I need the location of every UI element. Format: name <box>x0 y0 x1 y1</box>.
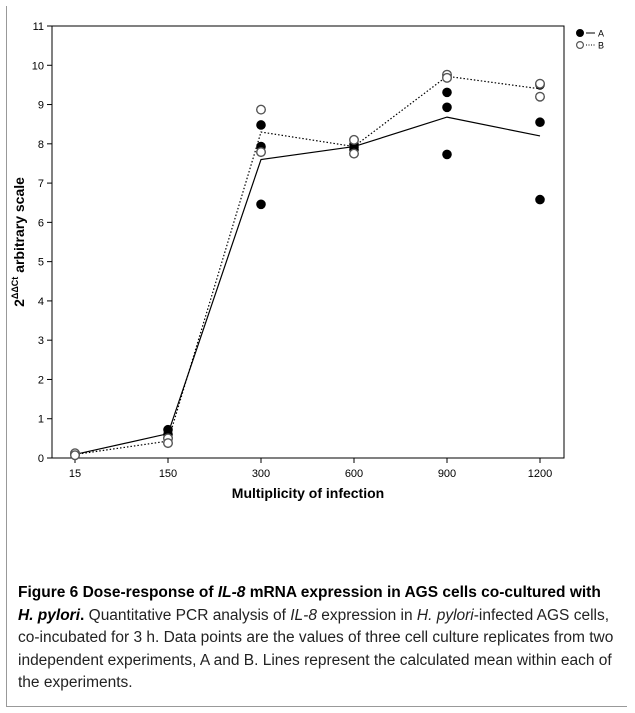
data-point-a <box>256 199 266 210</box>
data-point-a <box>535 194 545 205</box>
y-axis-label-base: 2 <box>11 299 27 307</box>
y-tick-label: 4 <box>38 296 44 308</box>
data-point-b <box>349 134 360 145</box>
y-tick-label: 10 <box>32 60 44 72</box>
data-point-a <box>442 87 452 98</box>
legend-label-a: A <box>598 29 604 39</box>
y-tick-label: 9 <box>38 100 44 112</box>
caption-title: Figure 6 Dose-response of IL-8 mRNA expr… <box>18 584 601 624</box>
y-axis-label: 2ΔΔCt arbitrary scale <box>10 177 27 307</box>
y-tick-label: 8 <box>38 139 44 151</box>
y-tick-label: 7 <box>38 178 44 190</box>
x-axis-label: Multiplicity of infection <box>232 485 384 501</box>
caption-title-gene: IL-8 <box>217 584 246 601</box>
plot-area <box>51 25 565 459</box>
y-tick-label: 2 <box>38 374 44 386</box>
data-point-a <box>442 102 452 113</box>
x-tick-label: 15 <box>69 468 81 480</box>
x-tick-label: 600 <box>345 468 363 480</box>
y-tick-label: 6 <box>38 217 44 229</box>
x-tick-label: 150 <box>159 468 177 480</box>
data-point-b <box>442 72 453 83</box>
data-point-b <box>256 147 267 158</box>
x-tick-label: 1200 <box>528 468 552 480</box>
dose-response-chart: 0 1 2 3 4 5 6 7 8 9 10 11 15 150 300 600 900 1200 AB Mul… <box>10 21 604 501</box>
x-tick-label: 300 <box>252 468 270 480</box>
y-tick-label: 0 <box>38 453 44 465</box>
legend-label-b: B <box>598 41 604 51</box>
caption-title-text-1: Dose-response of <box>78 584 218 601</box>
y-tick-label: 11 <box>33 21 44 33</box>
x-tick-label: 900 <box>438 468 456 480</box>
caption-title-organism: H. pylori <box>18 606 81 624</box>
figure-frame <box>6 6 627 707</box>
y-tick-label: 1 <box>38 414 44 426</box>
caption-title-end: . <box>80 606 85 624</box>
caption-body-text-3: -infected AGS cells, co-incubated for 3 … <box>18 606 614 692</box>
data-point-a <box>256 120 266 130</box>
caption-body-gene: IL-8 <box>290 606 317 624</box>
caption-body-organism: H. pylori <box>416 606 474 624</box>
data-point-b <box>535 78 546 89</box>
legend-marker-b <box>575 40 584 49</box>
legend-marker-a <box>575 29 584 38</box>
caption-body-text-1: Quantitative PCR analysis of <box>84 606 291 624</box>
caption-body-text-2: expression in <box>316 606 417 624</box>
caption-figure-label: Figure 6 <box>18 584 79 601</box>
data-point-b <box>535 91 546 102</box>
mean-line-b <box>74 75 541 456</box>
y-tick-label: 3 <box>38 335 44 347</box>
mean-line-a <box>74 116 541 456</box>
data-point-b <box>162 438 173 449</box>
data-point-b <box>69 450 80 461</box>
y-tick-label: 5 <box>38 257 44 269</box>
data-point-a <box>442 149 452 160</box>
y-axis-label-superscript: ΔΔCt <box>10 277 20 299</box>
data-point-b <box>349 148 360 159</box>
data-point-b <box>256 104 267 115</box>
caption-title-text-2: mRNA expression in AGS cells co-cultured… <box>245 584 601 601</box>
y-axis-label-rest: arbitrary scale <box>11 177 27 277</box>
figure-caption: Figure 6 Dose-response of IL-8 mRNA expr… <box>18 582 618 695</box>
data-point-a <box>535 117 545 128</box>
